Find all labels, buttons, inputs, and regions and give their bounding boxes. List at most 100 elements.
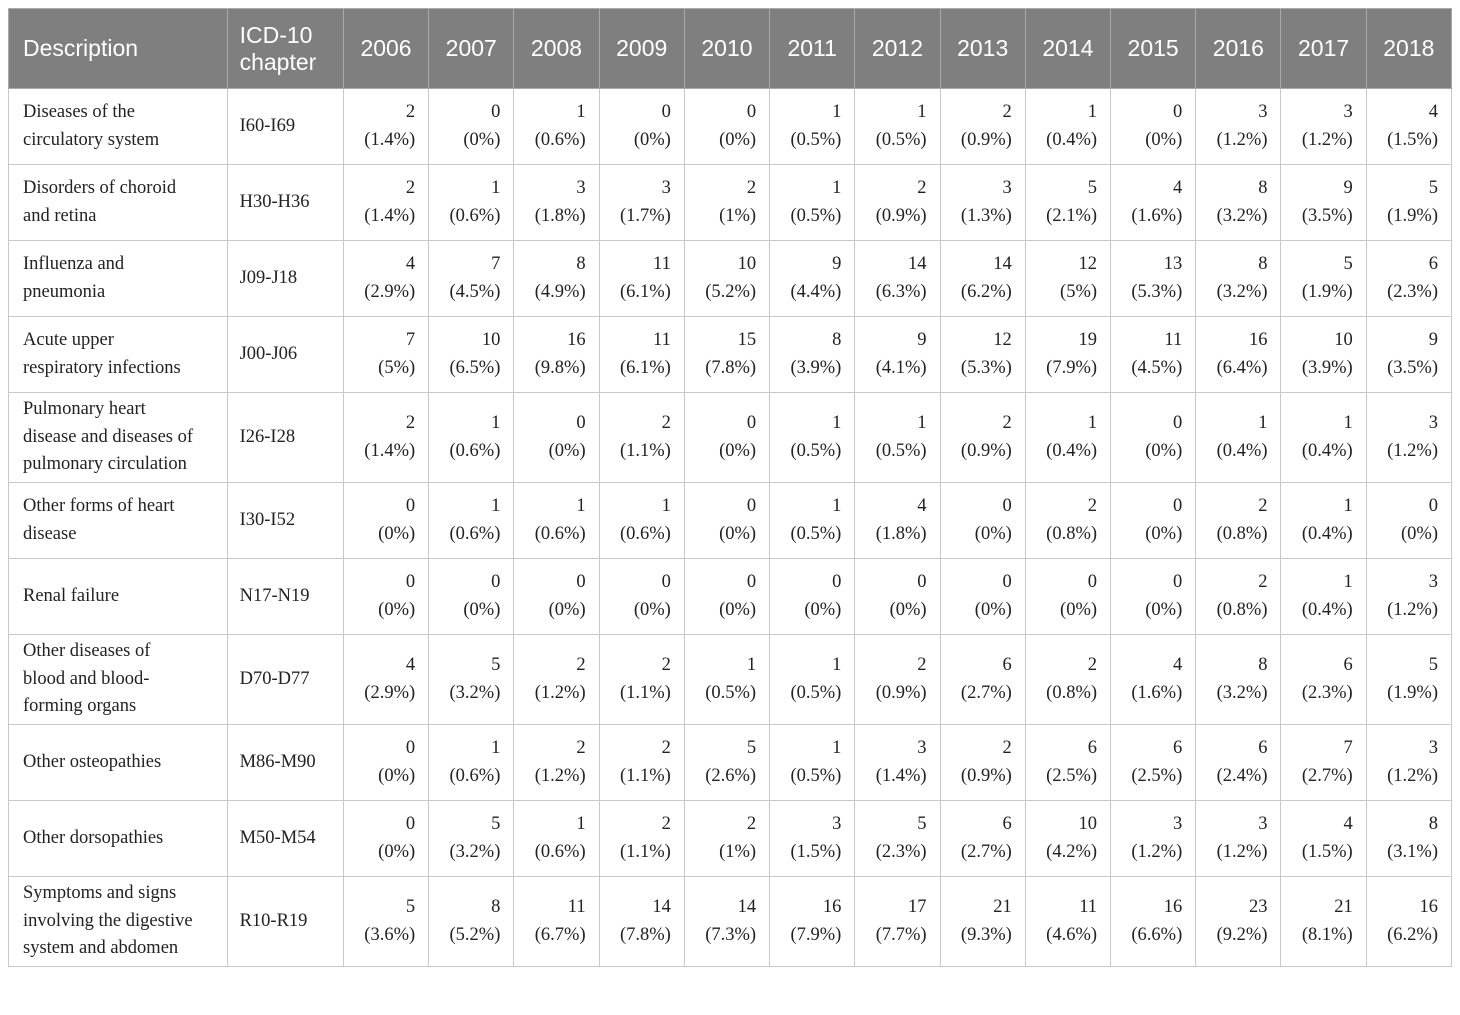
percent-value: (0.4%) (1046, 440, 1098, 461)
count-value: 7 (491, 254, 501, 274)
count-cell: 6 (2.7%) (939, 800, 1026, 877)
count-cell: 0 (0%) (598, 88, 685, 165)
row-icd-code: I26-I28 (226, 392, 344, 483)
description-line: Other osteopathies (23, 751, 162, 772)
count-cell: 1 (0.5%) (769, 482, 856, 559)
count-value: 23 (1248, 897, 1268, 917)
count-cell: 2 (1.4%) (342, 164, 430, 241)
count-value: 5 (746, 738, 757, 758)
count-cell: 6 (2.5%) (1110, 724, 1197, 801)
percent-value: (0.5%) (790, 682, 842, 703)
count-value: 14 (737, 897, 757, 917)
count-value: 4 (1428, 102, 1438, 122)
percent-value: (0.6%) (449, 523, 501, 544)
count-cell: 0 (0%) (598, 558, 685, 635)
row-icd-code: I60-I69 (226, 88, 344, 165)
count-cell: 1 (0.6%) (513, 482, 600, 559)
count-value: 6 (1002, 655, 1012, 675)
description-line: Symptoms and signs (23, 883, 177, 904)
percent-value: (3.1%) (1387, 841, 1438, 862)
percent-value: (0%) (1145, 440, 1183, 461)
count-cell: 2 (1.1%) (598, 392, 685, 483)
description-line: Other diseases of (23, 641, 151, 662)
count-cell: 1 (0.5%) (769, 164, 856, 241)
percent-value: (5%) (378, 357, 416, 378)
percent-value: (3.2%) (449, 841, 501, 862)
count-cell: 3 (1.2%) (1365, 724, 1453, 801)
percent-value: (1.6%) (1131, 682, 1183, 703)
count-value: 0 (746, 413, 757, 433)
count-cell: 4 (2.9%) (342, 240, 430, 317)
description-line: and retina (23, 205, 97, 226)
table-row: Diseases of the circulatory system I60-I69… (8, 88, 1453, 165)
table-row: Acute upper respiratory infections J00-J06… (8, 316, 1453, 393)
percent-value: (2.5%) (1046, 765, 1098, 786)
percent-value: (0.6%) (449, 205, 501, 226)
count-value: 21 (993, 897, 1012, 917)
count-value: 1 (491, 413, 501, 433)
description-line: Acute upper (23, 330, 114, 350)
count-value: 8 (832, 330, 842, 350)
count-cell: 1 (0.6%) (428, 392, 515, 483)
percent-value: (0%) (719, 599, 757, 620)
count-cell: 6 (2.7%) (939, 634, 1026, 725)
header-chapter-line: chapter (239, 48, 317, 75)
percent-value: (1.2%) (1387, 440, 1438, 461)
count-value: 8 (576, 254, 586, 274)
count-value: 1 (832, 738, 842, 758)
count-cell: 0 (0%) (683, 558, 771, 635)
count-cell: 0 (0%) (683, 392, 771, 483)
count-value: 2 (405, 413, 416, 433)
percent-value: (0.4%) (1046, 129, 1098, 150)
description-line: system and abdomen (23, 938, 179, 959)
count-cell: 21 (9.3%) (939, 876, 1026, 967)
count-cell: 8 (3.2%) (1195, 634, 1282, 725)
count-cell: 1 (0.5%) (769, 724, 856, 801)
row-icd-code: D70-D77 (226, 634, 344, 725)
count-value: 1 (832, 413, 842, 433)
header-year: 2009 (598, 8, 685, 89)
percent-value: (1.2%) (1387, 599, 1438, 620)
count-cell: 0 (0%) (428, 88, 515, 165)
count-value: 0 (661, 102, 671, 122)
count-cell: 8 (3.2%) (1195, 164, 1282, 241)
percent-value: (0.8%) (1216, 599, 1268, 620)
percent-value: (7.3%) (705, 924, 757, 945)
table-row: Pulmonary heart disease and diseases of pu… (8, 392, 1453, 483)
count-value: 3 (1428, 572, 1438, 592)
count-cell: 9 (4.4%) (769, 240, 856, 317)
percent-value: (2.3%) (875, 841, 927, 862)
count-cell: 5 (2.3%) (854, 800, 941, 877)
description-line: pulmonary circulation (23, 454, 187, 475)
percent-value: (1.9%) (1301, 281, 1353, 302)
count-value: 1 (832, 178, 842, 198)
count-cell: 6 (2.3%) (1365, 240, 1453, 317)
row-description: Symptoms and signs involving the digestiv… (8, 876, 228, 967)
percent-value: (0.9%) (875, 682, 927, 703)
count-cell: 2 (1%) (683, 164, 771, 241)
table-row: Other dorsopathies M50-M54 0 (0%) 5 (3.2%) 1 (0… (8, 800, 1453, 877)
percent-value: (0.6%) (449, 765, 501, 786)
count-cell: 14 (6.3%) (854, 240, 941, 317)
percent-value: (0.6%) (534, 523, 586, 544)
count-value: 5 (405, 897, 416, 917)
count-value: 2 (661, 814, 671, 834)
description-line: Other forms of heart (23, 496, 175, 516)
percent-value: (0.5%) (790, 440, 842, 461)
count-value: 17 (908, 897, 927, 917)
count-cell: 0 (0%) (683, 482, 771, 559)
count-value: 1 (1258, 413, 1268, 433)
percent-value: (3.9%) (790, 357, 842, 378)
count-cell: 0 (0%) (683, 88, 771, 165)
count-value: 16 (1419, 897, 1439, 917)
count-value: 6 (1087, 738, 1098, 758)
percent-value: (1.2%) (1387, 765, 1438, 786)
percent-value: (0%) (974, 599, 1012, 620)
percent-value: (7.8%) (705, 357, 757, 378)
count-value: 3 (576, 178, 586, 198)
percent-value: (0%) (633, 599, 671, 620)
description-line: disease and diseases of (23, 426, 194, 447)
count-value: 0 (1002, 496, 1012, 516)
count-value: 12 (993, 330, 1012, 350)
percent-value: (1.9%) (1387, 682, 1438, 703)
